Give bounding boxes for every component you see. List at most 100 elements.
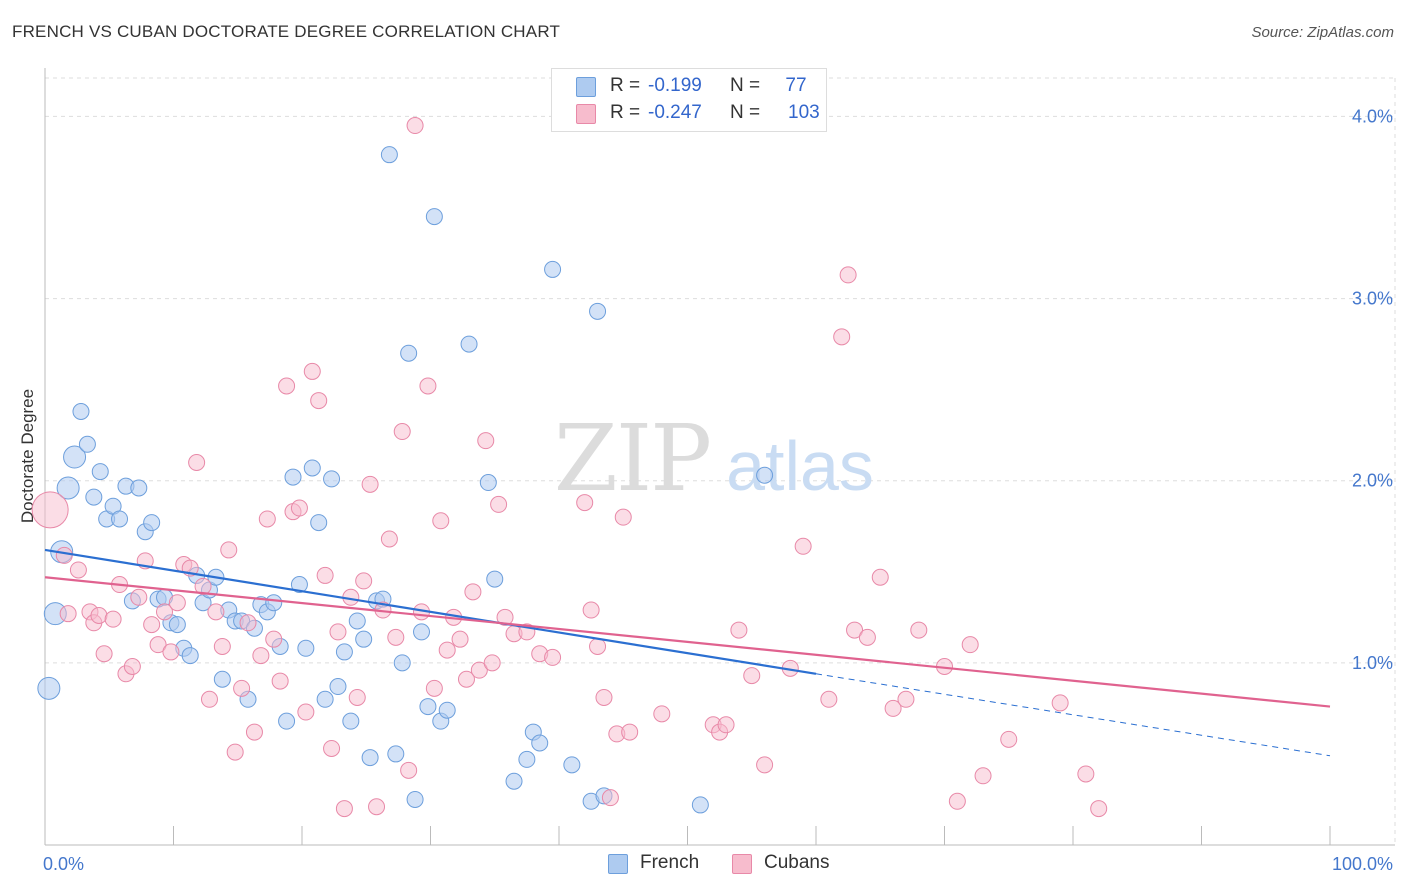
french-point[interactable]	[425, 208, 443, 226]
cubans-point[interactable]	[130, 588, 148, 606]
cubans-point[interactable]	[233, 679, 251, 697]
cubans-point[interactable]	[839, 266, 857, 284]
french-point[interactable]	[85, 488, 103, 506]
french-point[interactable]	[355, 630, 373, 648]
cubans-point[interactable]	[194, 577, 212, 595]
cubans-point[interactable]	[846, 621, 864, 639]
cubans-point[interactable]	[576, 494, 594, 512]
french-point[interactable]	[290, 576, 308, 594]
cubans-point[interactable]	[910, 621, 928, 639]
french-point[interactable]	[63, 445, 87, 469]
cubans-point[interactable]	[213, 637, 231, 655]
cubans-point[interactable]	[425, 679, 443, 697]
french-point[interactable]	[505, 772, 523, 790]
cubans-point[interactable]	[348, 688, 366, 706]
cubans-point[interactable]	[614, 508, 632, 526]
cubans-point[interactable]	[1000, 730, 1018, 748]
french-point[interactable]	[72, 403, 90, 420]
french-point[interactable]	[130, 479, 148, 497]
french-point[interactable]	[531, 734, 549, 752]
cubans-point[interactable]	[31, 491, 69, 529]
french-point[interactable]	[413, 623, 431, 641]
french-point[interactable]	[400, 344, 418, 362]
cubans-point[interactable]	[143, 616, 161, 634]
french-point[interactable]	[342, 712, 360, 730]
cubans-point[interactable]	[329, 623, 347, 641]
cubans-point[interactable]	[220, 541, 238, 559]
cubans-point[interactable]	[245, 723, 263, 741]
cubans-point[interactable]	[368, 798, 386, 816]
cubans-point[interactable]	[90, 607, 108, 624]
cubans-point[interactable]	[387, 628, 405, 646]
french-point[interactable]	[460, 335, 478, 353]
cubans-point[interactable]	[95, 645, 113, 663]
french-point[interactable]	[479, 474, 497, 492]
french-point[interactable]	[316, 690, 334, 708]
french-point[interactable]	[329, 678, 347, 696]
cubans-point[interactable]	[730, 621, 748, 639]
cubans-point[interactable]	[55, 546, 73, 564]
french-point[interactable]	[303, 459, 321, 477]
french-point[interactable]	[691, 796, 709, 814]
french-point[interactable]	[143, 514, 161, 532]
french-point[interactable]	[419, 698, 437, 716]
french-point[interactable]	[380, 146, 398, 164]
french-point[interactable]	[486, 570, 504, 588]
cubans-point[interactable]	[323, 739, 341, 757]
cubans-point[interactable]	[470, 661, 488, 679]
cubans-point[interactable]	[595, 688, 613, 706]
cubans-point[interactable]	[1051, 694, 1069, 712]
cubans-point[interactable]	[335, 800, 353, 818]
french-point[interactable]	[37, 676, 61, 700]
french-point[interactable]	[518, 750, 536, 768]
french-point[interactable]	[438, 701, 456, 719]
cubans-point[interactable]	[653, 705, 671, 723]
cubans-point[interactable]	[355, 572, 373, 590]
french-point[interactable]	[181, 647, 199, 665]
cubans-point[interactable]	[258, 510, 276, 528]
cubans-point[interactable]	[483, 654, 501, 672]
cubans-point[interactable]	[1090, 800, 1108, 818]
french-point[interactable]	[756, 466, 774, 484]
french-point[interactable]	[323, 470, 341, 488]
cubans-point[interactable]	[961, 636, 979, 654]
cubans-point[interactable]	[316, 566, 334, 584]
cubans-point[interactable]	[496, 608, 514, 626]
cubans-point[interactable]	[477, 432, 495, 450]
cubans-point[interactable]	[582, 601, 600, 619]
cubans-point[interactable]	[1077, 765, 1095, 783]
cubans-point[interactable]	[717, 716, 735, 734]
cubans-point[interactable]	[544, 648, 562, 666]
cubans-point[interactable]	[432, 512, 450, 530]
cubans-point[interactable]	[271, 672, 289, 690]
cubans-point[interactable]	[871, 568, 889, 586]
cubans-point[interactable]	[974, 767, 992, 785]
cubans-point[interactable]	[162, 643, 180, 661]
cubans-point[interactable]	[149, 636, 167, 654]
cubans-point[interactable]	[303, 362, 321, 380]
cubans-point[interactable]	[297, 703, 315, 721]
french-point[interactable]	[56, 476, 80, 500]
cubans-point[interactable]	[621, 723, 639, 741]
french-point[interactable]	[348, 612, 366, 630]
french-point[interactable]	[265, 594, 283, 612]
french-point[interactable]	[168, 616, 186, 634]
french-point[interactable]	[111, 510, 129, 528]
cubans-point[interactable]	[897, 690, 915, 708]
french-point[interactable]	[310, 514, 328, 532]
french-point[interactable]	[213, 670, 231, 688]
cubans-point[interactable]	[589, 637, 607, 655]
cubans-point[interactable]	[252, 647, 270, 665]
cubans-point[interactable]	[123, 658, 141, 675]
cubans-point[interactable]	[380, 530, 398, 548]
cubans-point[interactable]	[490, 495, 508, 513]
cubans-point[interactable]	[756, 756, 774, 774]
cubans-point[interactable]	[794, 537, 812, 555]
french-point[interactable]	[361, 749, 379, 767]
cubans-point[interactable]	[290, 499, 308, 517]
french-point[interactable]	[278, 712, 296, 730]
french-point[interactable]	[393, 654, 411, 672]
cubans-point[interactable]	[226, 743, 244, 761]
cubans-point[interactable]	[278, 377, 296, 395]
french-point[interactable]	[406, 790, 424, 808]
